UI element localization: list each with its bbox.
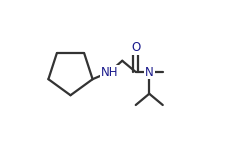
Text: N: N	[144, 66, 153, 78]
Text: O: O	[131, 42, 140, 54]
Text: NH: NH	[100, 66, 118, 78]
